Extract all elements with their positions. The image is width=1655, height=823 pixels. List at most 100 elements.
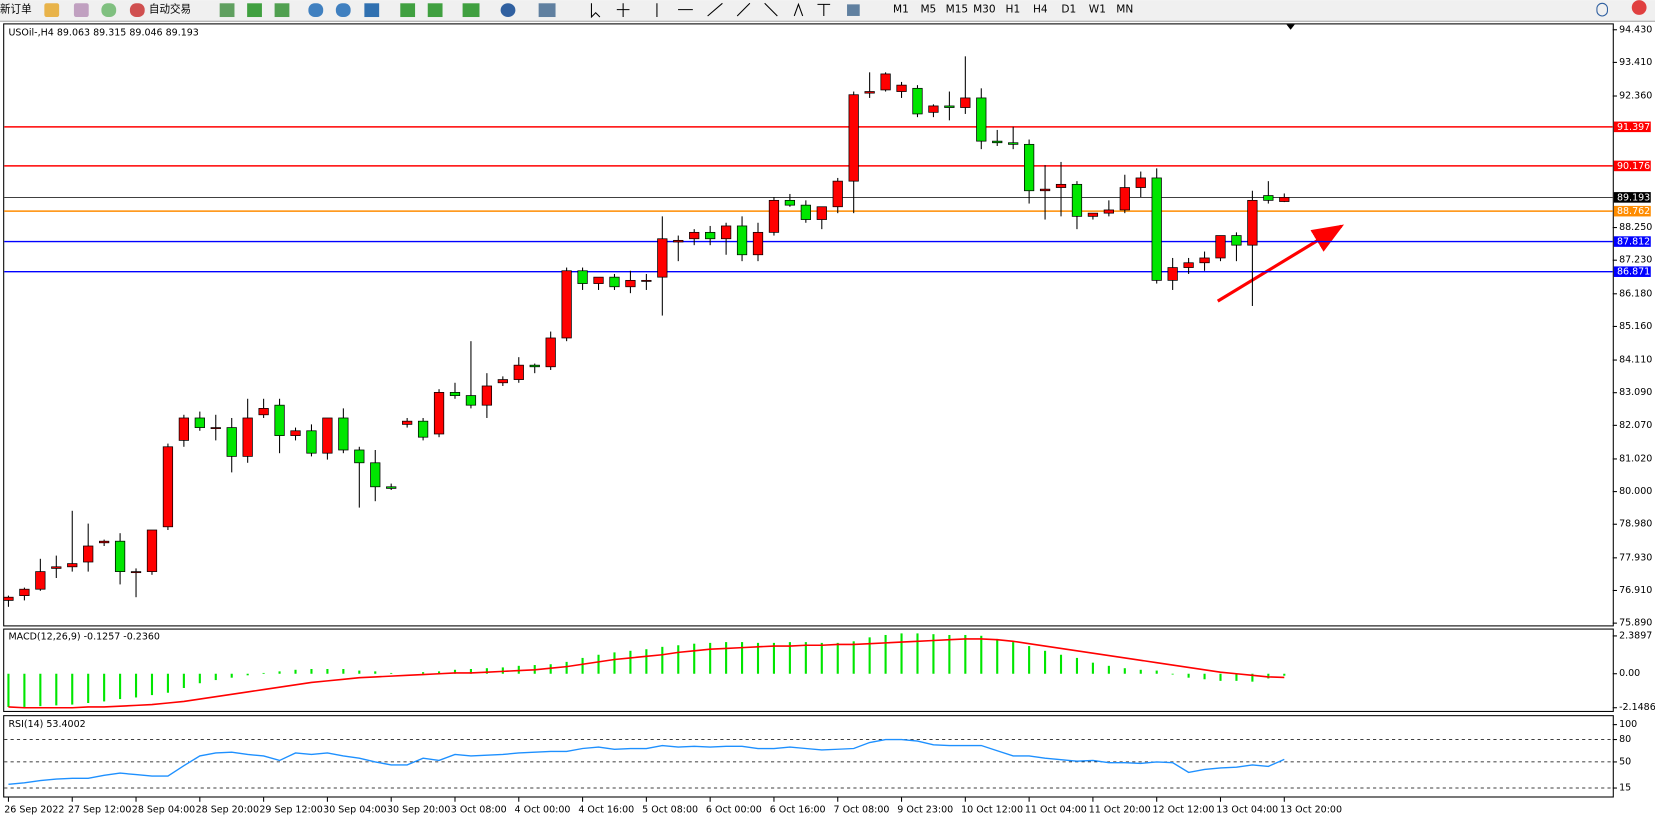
y-tick-label: 88.250: [1619, 222, 1652, 233]
timeframe-button[interactable]: M15: [946, 4, 969, 16]
search[interactable]: [1596, 2, 1609, 17]
timeframe-button[interactable]: D1: [1061, 4, 1076, 16]
candle-body: [1103, 209, 1114, 214]
periods[interactable]: [500, 3, 516, 18]
x-tick-label: 26 Sep 2022: [4, 805, 64, 816]
x-tick-label: 30 Sep 20:00: [387, 805, 450, 816]
price-tag: [1613, 192, 1651, 203]
candle-body: [1135, 177, 1146, 188]
icon[interactable]: [400, 3, 416, 18]
candle-body: [306, 430, 317, 454]
y-tick-label: 80: [1619, 734, 1631, 745]
candle-body: [1247, 199, 1258, 246]
candle-body: [1023, 143, 1035, 192]
x-tick-label: 12 Oct 12:00: [1152, 805, 1214, 816]
candle-body: [816, 206, 827, 220]
icon[interactable]: [427, 3, 443, 18]
candle-body: [83, 545, 94, 563]
auto-trading-icon[interactable]: [129, 3, 145, 18]
timeframe-button[interactable]: M5: [920, 4, 936, 16]
candle-body: [944, 105, 955, 108]
timeframe-button[interactable]: W1: [1089, 4, 1106, 16]
new-order-button[interactable]: 新订单: [0, 3, 32, 16]
candle-body: [896, 84, 907, 92]
price-tag-label: 86.871: [1617, 267, 1650, 278]
timeframe-button[interactable]: H4: [1033, 4, 1048, 16]
icon[interactable]: [219, 3, 235, 18]
candle-body: [912, 87, 923, 115]
icon[interactable]: [73, 3, 89, 18]
candle-body: [1183, 262, 1194, 268]
draw-tools[interactable]: [656, 2, 778, 18]
candle-body: [657, 238, 668, 278]
price-tag-label: 89.193: [1617, 192, 1650, 203]
candle-body: [433, 392, 445, 435]
candle-body: [784, 199, 796, 206]
candle-body: [497, 379, 508, 384]
tile[interactable]: [364, 3, 380, 18]
timeframe-button[interactable]: MN: [1116, 4, 1133, 16]
chart-title: USOil-,H4 89.063 89.315 89.046 89.193: [8, 27, 198, 38]
y-tick-label: 75.890: [1619, 618, 1652, 629]
timeframe-button[interactable]: M30: [973, 4, 996, 16]
candle-body: [51, 566, 62, 569]
icon[interactable]: [247, 3, 262, 18]
icon[interactable]: [101, 3, 117, 18]
candle-body: [1119, 187, 1130, 211]
annotation-arrow: [1216, 224, 1345, 303]
price-tag: [1613, 236, 1651, 247]
price-tag-label: 88.762: [1617, 206, 1650, 217]
candle-body: [338, 417, 349, 451]
candle-body: [194, 417, 205, 428]
candle-body: [19, 588, 30, 596]
price-tag: [1613, 121, 1651, 133]
x-tick-label: 3 Oct 08:00: [451, 805, 507, 816]
candle-body: [386, 486, 397, 489]
y-tick-label: 0.00: [1619, 668, 1640, 679]
candle-body: [529, 364, 540, 368]
notifications[interactable]: [1631, 0, 1647, 15]
candle-body: [114, 540, 126, 572]
candle-body: [673, 239, 684, 243]
candle-body: [465, 395, 477, 406]
signal-line: [8, 638, 1285, 709]
candle-body: [1151, 177, 1162, 281]
x-tick-label: 6 Oct 00:00: [706, 805, 762, 816]
timeframe-button[interactable]: H1: [1006, 4, 1021, 16]
text-tools[interactable]: [793, 2, 831, 17]
cursor-tool[interactable]: [590, 3, 601, 19]
candle-body: [848, 94, 859, 182]
candle-body: [1199, 257, 1210, 264]
x-tick-label: 9 Oct 23:00: [897, 805, 953, 816]
x-tick-label: 13 Oct 04:00: [1216, 805, 1278, 816]
candle-body: [35, 571, 46, 590]
icon[interactable]: [274, 3, 290, 18]
shift-marker: [1286, 24, 1295, 30]
indicators[interactable]: [462, 3, 480, 18]
crosshair-tool[interactable]: [616, 3, 630, 18]
y-tick-label: 93.410: [1619, 57, 1652, 68]
auto-trading-button[interactable]: 自动交易: [149, 3, 191, 16]
candle-body: [705, 231, 716, 240]
zoom-out[interactable]: [335, 3, 351, 18]
timeframe-button[interactable]: M1: [893, 4, 909, 16]
price-tag-label: 90.176: [1617, 161, 1650, 172]
candle-body: [210, 427, 221, 430]
y-tick-label: 84.110: [1619, 355, 1652, 366]
candle-body: [832, 180, 843, 208]
x-tick-label: 4 Oct 16:00: [578, 805, 634, 816]
y-tick-label: 92.360: [1619, 91, 1652, 102]
shapes[interactable]: [847, 4, 860, 16]
main-pane: [3, 23, 1614, 627]
y-tick-label: 82.070: [1619, 420, 1652, 431]
candle-body: [736, 225, 748, 256]
templates[interactable]: [538, 3, 556, 18]
zoom-in[interactable]: [308, 3, 324, 18]
candle-body: [146, 529, 158, 572]
candle-body: [1055, 183, 1067, 188]
macd-title: MACD(12,26,9) -0.1257 -0.2360: [8, 631, 160, 642]
macd-pane: [3, 628, 1614, 712]
icon[interactable]: [44, 3, 60, 18]
x-tick-label: 30 Sep 04:00: [323, 805, 386, 816]
y-tick-label: 85.160: [1619, 321, 1652, 332]
